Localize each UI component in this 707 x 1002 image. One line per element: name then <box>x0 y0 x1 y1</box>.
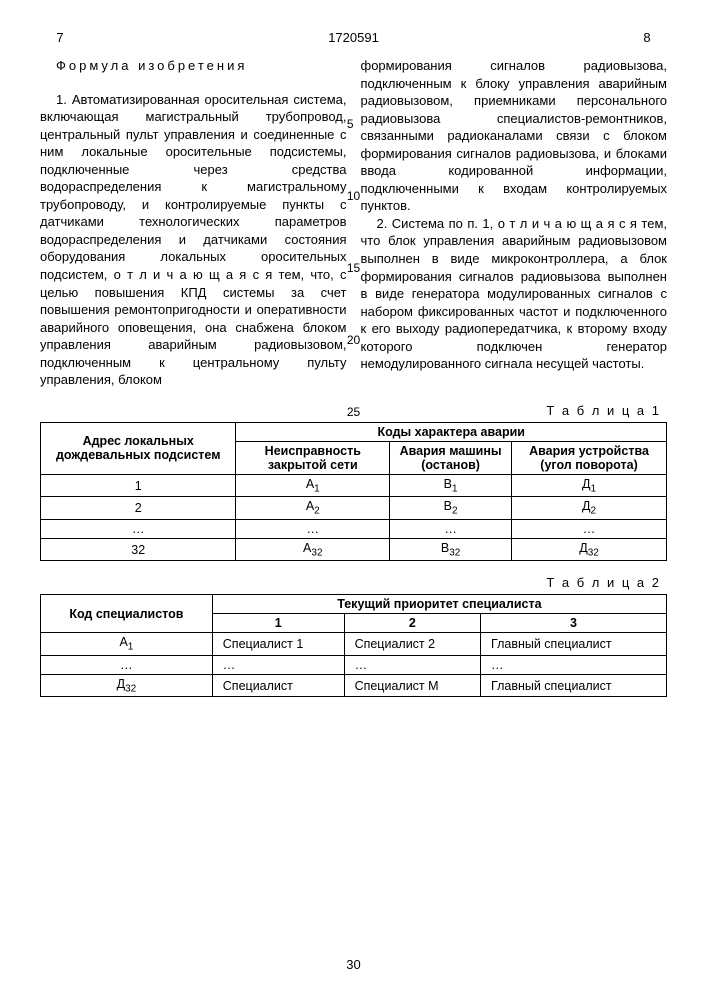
header: 7 1720591 8 <box>40 30 667 45</box>
cell: 2 <box>41 497 236 520</box>
page-left: 7 <box>40 30 80 45</box>
cell: Специалист 2 <box>344 633 480 656</box>
cell: А1 <box>41 633 213 656</box>
cell: В1 <box>390 474 512 497</box>
table-row: Д32 Специалист Специалист М Главный спец… <box>41 674 667 697</box>
t2-h2a: 1 <box>212 614 344 633</box>
table-row: … … … … <box>41 519 667 538</box>
table-2: Код специалистов Текущий приоритет специ… <box>40 594 667 697</box>
cell: В2 <box>390 497 512 520</box>
cell: Специалист 1 <box>212 633 344 656</box>
cell: 32 <box>41 538 236 561</box>
cell: Д32 <box>512 538 667 561</box>
cell: … <box>390 519 512 538</box>
text-columns: Формула изобретения 1. Автоматизированна… <box>40 57 667 389</box>
table-row: 1 А1 В1 Д1 <box>41 474 667 497</box>
ln-15: 15 <box>347 261 360 275</box>
t1-h2b: Авария машины (останов) <box>390 441 512 474</box>
cell: … <box>41 655 213 674</box>
cell: Специалист М <box>344 674 480 697</box>
claim-2: 2. Система по п. 1, о т л и ч а ю щ а я … <box>361 215 668 373</box>
table-row: 32 А32 В32 Д32 <box>41 538 667 561</box>
table-row: А1 Специалист 1 Специалист 2 Главный спе… <box>41 633 667 656</box>
table2-label: Т а б л и ц а 2 <box>40 575 661 590</box>
cell: Специалист <box>212 674 344 697</box>
cell: А2 <box>236 497 390 520</box>
cell: В32 <box>390 538 512 561</box>
cell: … <box>41 519 236 538</box>
cell: А32 <box>236 538 390 561</box>
line-numbers: 5 10 15 20 25 <box>347 57 360 419</box>
cell: А1 <box>236 474 390 497</box>
t1-h2a: Неисправность закрытой сети <box>236 441 390 474</box>
claim-1: 1. Автоматизированная оросительная систе… <box>40 91 347 389</box>
ln-30: 30 <box>40 957 667 972</box>
t2-h2c: 3 <box>481 614 667 633</box>
cell: Д2 <box>512 497 667 520</box>
cell: … <box>481 655 667 674</box>
cell: 1 <box>41 474 236 497</box>
claim-1-cont: формирования сигналов радиовызова, подкл… <box>361 57 668 215</box>
t2-h2b: 2 <box>344 614 480 633</box>
t1-h1: Адрес локальных дождевальных подсистем <box>41 422 236 474</box>
cell: Д1 <box>512 474 667 497</box>
cell: … <box>344 655 480 674</box>
table-row: 2 А2 В2 Д2 <box>41 497 667 520</box>
table-row: … … … … <box>41 655 667 674</box>
t2-h1: Код специалистов <box>41 595 213 633</box>
column-right: формирования сигналов радиовызова, подкл… <box>361 57 668 389</box>
cell: Д32 <box>41 674 213 697</box>
t2-h2: Текущий приоритет специалиста <box>212 595 666 614</box>
doc-number: 1720591 <box>80 30 627 45</box>
ln-10: 10 <box>347 189 360 203</box>
ln-5: 5 <box>347 117 360 131</box>
page-right: 8 <box>627 30 667 45</box>
formula-title: Формула изобретения <box>40 57 347 75</box>
column-left: Формула изобретения 1. Автоматизированна… <box>40 57 347 389</box>
t1-h2: Коды характера аварии <box>236 422 667 441</box>
ln-25: 25 <box>347 405 360 419</box>
cell: … <box>212 655 344 674</box>
cell: Главный специалист <box>481 674 667 697</box>
ln-20: 20 <box>347 333 360 347</box>
cell: … <box>236 519 390 538</box>
table-1: Адрес локальных дождевальных подсистем К… <box>40 422 667 562</box>
cell: Главный специалист <box>481 633 667 656</box>
t1-h2c: Авария устройства (угол поворота) <box>512 441 667 474</box>
cell: … <box>512 519 667 538</box>
